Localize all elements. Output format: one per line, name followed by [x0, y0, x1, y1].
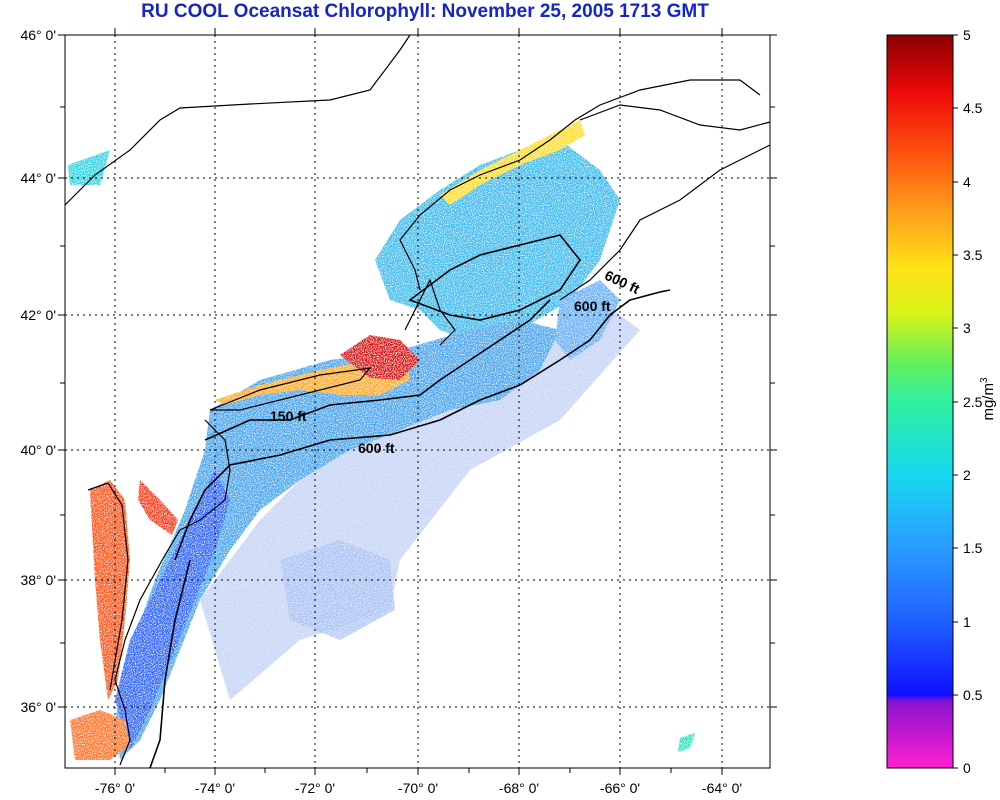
nova-scotia-patch: [555, 280, 620, 360]
lat-label: 46° 0': [20, 27, 56, 43]
colorbar-label: 2.5: [963, 394, 983, 410]
lon-label: -74° 0': [194, 780, 236, 796]
units-exponent: 3: [979, 377, 990, 384]
lat-label: 42° 0': [20, 307, 56, 323]
colorbar-label: 1: [963, 614, 971, 630]
lat-label: 44° 0': [20, 170, 56, 186]
colorbar-label: 0.5: [963, 687, 983, 703]
delaware-bay-high: [138, 480, 178, 535]
lat-label: 40° 0': [20, 442, 56, 458]
lat-label: 38° 0': [20, 572, 56, 588]
axis-ticks: [58, 28, 777, 775]
delmarva-coast: [114, 529, 181, 681]
contour-150ft: [204, 299, 551, 441]
nearshore-blue: [115, 470, 230, 750]
depth-contours: [149, 234, 671, 769]
colorbar-ticks: [953, 34, 958, 769]
units-base: mg/m: [980, 383, 997, 421]
us-border: [64, 34, 411, 206]
colorbar-label: 3: [963, 320, 971, 336]
colorbar-label: 4.5: [963, 100, 983, 116]
lon-label: -66° 0': [599, 780, 641, 796]
nova-scotia-coast: [559, 144, 771, 301]
colorbar-units: mg/m3: [979, 369, 997, 429]
new-jersey-coast: [179, 419, 231, 531]
lat-label: 36° 0': [20, 699, 56, 715]
lon-label: -68° 0': [498, 780, 540, 796]
contour-600ft: [174, 289, 671, 561]
chesapeake-outline: [87, 482, 129, 691]
lon-label: -64° 0': [701, 780, 743, 796]
colorbar-label: 3.5: [963, 247, 983, 263]
new-brunswick-coast: [579, 104, 771, 131]
colorbar-label: 2: [963, 467, 971, 483]
gulf-basin-contour: [408, 234, 581, 321]
chesapeake-high-chlorophyll: [90, 480, 130, 700]
southern-coast-high: [70, 710, 130, 760]
contour-600ft-south: [149, 559, 191, 769]
lon-label: -72° 0': [294, 780, 336, 796]
colorbar-label: 5: [963, 27, 971, 43]
colorbar: [886, 34, 954, 769]
far-offshore-patch: [678, 733, 695, 752]
contour-label-150ft: 150 ft: [270, 408, 307, 424]
colorbar-label: 4: [963, 174, 971, 190]
lon-label: -70° 0': [397, 780, 439, 796]
coastlines: [64, 34, 771, 766]
lon-label: -76° 0': [94, 780, 136, 796]
maine-coast: [399, 79, 761, 291]
colorbar-label: 1.5: [963, 540, 983, 556]
southern-speckle: [280, 540, 395, 640]
map-title: RU COOL Oceansat Chlorophyll: November 2…: [141, 1, 709, 22]
nantucket-high: [340, 335, 420, 380]
contour-label-600ft-east: 600 ft: [574, 298, 611, 314]
north-lake-patch: [68, 150, 110, 185]
gulf-of-maine-field: [375, 140, 620, 345]
contour-label-600ft: 600 ft: [358, 440, 395, 456]
colorbar-label: 0: [963, 760, 971, 776]
long-island: [209, 367, 372, 411]
carolina-coast: [114, 679, 131, 766]
graticule: [65, 35, 770, 768]
